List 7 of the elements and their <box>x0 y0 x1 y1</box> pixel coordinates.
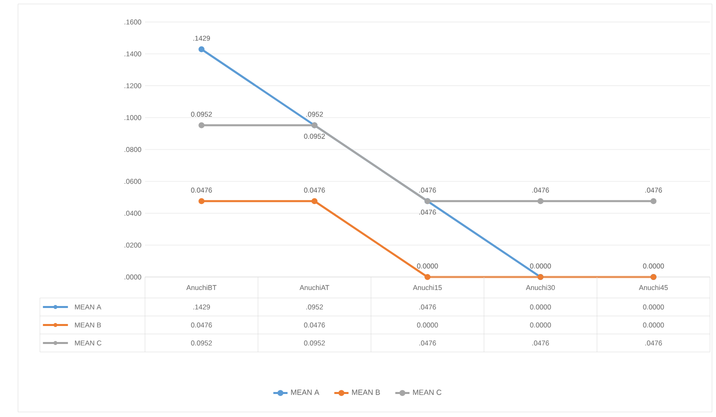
point <box>650 198 656 204</box>
point <box>312 198 318 204</box>
point <box>198 46 205 52</box>
point <box>198 198 205 204</box>
point <box>537 198 544 204</box>
point <box>198 122 205 128</box>
point <box>424 274 430 280</box>
